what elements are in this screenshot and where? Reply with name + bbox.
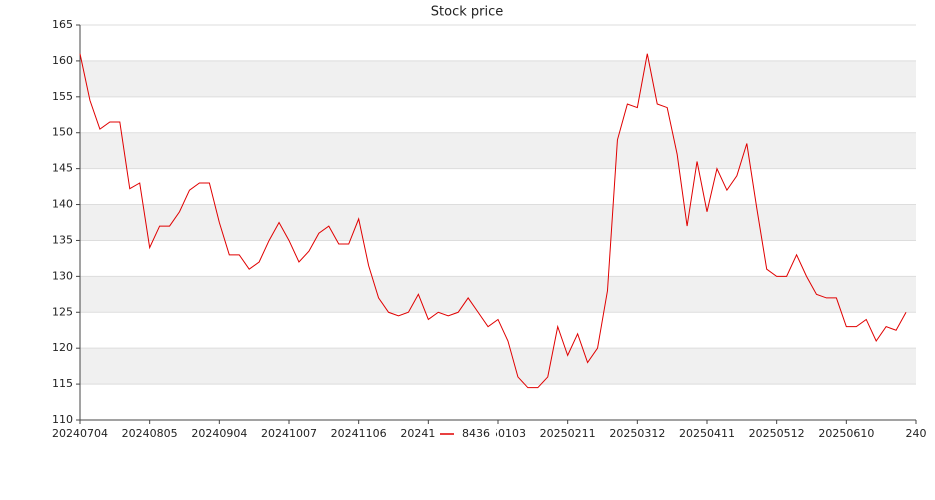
y-tick-label: 145 — [52, 162, 73, 175]
grid-band — [80, 204, 916, 241]
y-tick-label: 120 — [52, 341, 73, 354]
y-tick-label: 130 — [52, 269, 73, 282]
y-tick-label: 135 — [52, 233, 73, 246]
x-tick-label: 20240805 — [122, 427, 178, 440]
y-tick-label: 115 — [52, 377, 73, 390]
y-tick-label: 110 — [52, 413, 73, 426]
y-tick-label: 160 — [52, 54, 73, 67]
y-tick-label: 165 — [52, 18, 73, 31]
x-tick-label: 20250211 — [540, 427, 596, 440]
chart-title: Stock price — [431, 5, 503, 20]
x-tick-label: 20250610 — [818, 427, 874, 440]
line-series — [79, 53, 907, 389]
y-tick-label: 155 — [52, 90, 73, 103]
grid-band — [80, 132, 916, 169]
y-tick-label: 125 — [52, 305, 73, 318]
legend-label: 8436 — [462, 427, 490, 440]
grid-band — [80, 276, 916, 313]
x-tick-label: 20241007 — [261, 427, 317, 440]
grid-band — [80, 60, 916, 97]
y-tick-label: 140 — [52, 198, 73, 211]
x-tick-label: 20240904 — [191, 427, 247, 440]
y-tick-label: 150 — [52, 126, 73, 139]
x-tick-label: 20250312 — [609, 427, 665, 440]
legend-box — [436, 425, 496, 443]
x-tick-label: 20240704 — [52, 427, 108, 440]
x-tick-label: 240 — [906, 427, 927, 440]
x-tick-label: 20250411 — [679, 427, 735, 440]
x-tick-label: 20241106 — [331, 427, 387, 440]
grid-band — [80, 348, 916, 385]
x-tick-label: 20250512 — [749, 427, 805, 440]
